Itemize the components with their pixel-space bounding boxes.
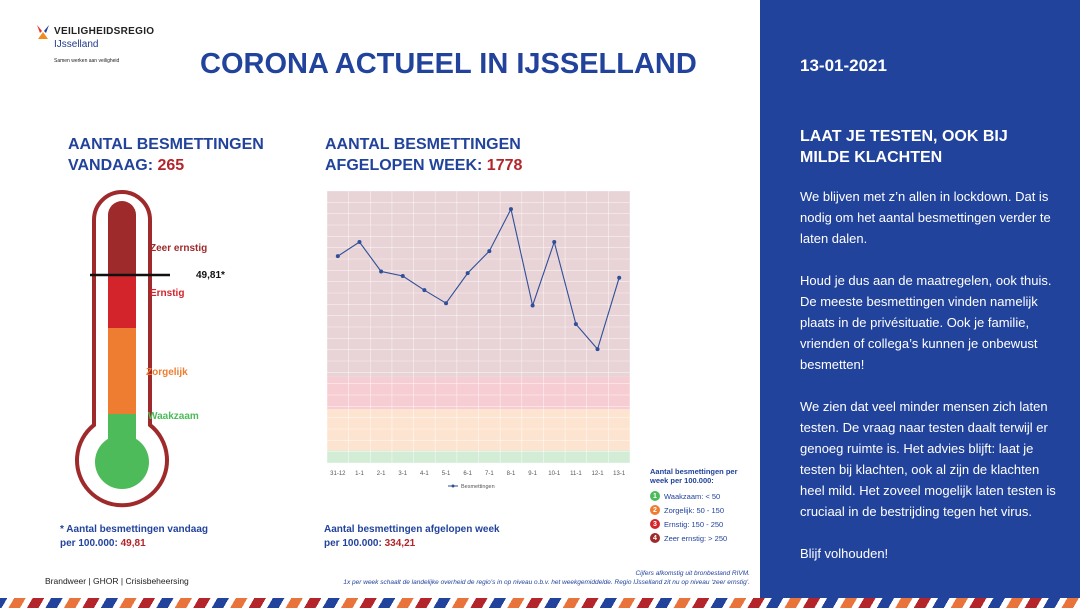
thermo-marker-label: 49,81* xyxy=(196,270,225,281)
legend-item-label: Zorgelijk: 50 - 150 xyxy=(664,505,725,515)
week-heading-line1: AANTAL BESMETTINGEN xyxy=(325,136,521,153)
legend-number-badge: 2 xyxy=(650,505,660,515)
thermometer xyxy=(60,190,198,510)
today-note-line1: * Aantal besmettingen vandaag xyxy=(60,524,208,535)
legend-item-label: Zeer ernstig: > 250 xyxy=(664,533,728,543)
chart-point xyxy=(357,240,362,244)
chart-x-tick-label: 31-12 xyxy=(330,471,346,477)
chart-point xyxy=(508,207,513,212)
chart-point xyxy=(573,322,578,327)
sidebar-text: We blijven met z’n allen in lockdown. Da… xyxy=(800,186,1062,585)
source-note: Cijfers afkomstig uit bronbestand RIVM. … xyxy=(343,569,750,587)
chart-x-tick-label: 5-1 xyxy=(442,471,451,477)
chart-x-tick-label: 6-1 xyxy=(463,471,472,477)
chart-x-tick-label: 3-1 xyxy=(398,471,407,477)
week-note-line2: per 100.000: xyxy=(324,538,382,549)
sidebar-paragraph: Houd je dus aan de maatregelen, ook thui… xyxy=(800,273,1052,372)
chart-point xyxy=(552,240,557,244)
today-heading-line1: AANTAL BESMETTINGEN xyxy=(68,136,264,153)
sidebar: 13-01-2021 LAAT JE TESTEN, OOK BIJ MILDE… xyxy=(760,0,1080,608)
sidebar-paragraph: We zien dat veel minder mensen zich late… xyxy=(800,399,1056,519)
today-note-line2: per 100.000: xyxy=(60,538,118,549)
chart-point xyxy=(400,274,405,278)
legend-title: Aantal besmettingen per week per 100.000… xyxy=(650,467,760,485)
legend-title-line2: week per 100.000: xyxy=(650,476,714,485)
chart-series-line xyxy=(337,207,620,351)
chart-point xyxy=(595,347,600,352)
thermo-level-ernstig xyxy=(108,275,136,328)
legend-item-waakzaam: 1 Waakzaam: < 50 xyxy=(650,489,760,503)
thermo-label-waakzaam: Waakzaam xyxy=(148,411,199,422)
thermo-level-zorgelijk xyxy=(108,328,136,414)
thermometer-graphic xyxy=(75,190,198,508)
chart-legend-marker xyxy=(451,484,455,488)
chart-point xyxy=(487,249,492,254)
thermo-bulb xyxy=(95,435,149,489)
week-note: Aantal besmettingen afgelopen week per 1… xyxy=(324,523,500,551)
page-title: CORONA ACTUEEL IN IJSSELLAND xyxy=(200,48,697,80)
week-value: 1778 xyxy=(486,157,523,174)
today-heading-line2: VANDAAG: xyxy=(68,157,154,174)
chart-x-tick-label: 7-1 xyxy=(485,471,494,477)
chart-point xyxy=(530,303,535,308)
legend-number-badge: 3 xyxy=(650,519,660,529)
sidebar-paragraph: We blijven met z’n allen in lockdown. Da… xyxy=(800,189,1051,246)
today-note: * Aantal besmettingen vandaag per 100.00… xyxy=(60,523,208,551)
logo-org: VEILIGHEIDSREGIO xyxy=(54,26,155,37)
chart-x-tick-label: 2-1 xyxy=(377,471,386,477)
today-heading: AANTAL BESMETTINGEN VANDAAG: 265 xyxy=(68,134,264,176)
chart-x-tick-label: 13-1 xyxy=(613,471,626,477)
footer-organisations: Brandweer | GHOR | Crisisbeheersing xyxy=(45,576,189,586)
chart-x-tick-label: 1-1 xyxy=(355,471,364,477)
week-note-value: 334,21 xyxy=(384,538,416,549)
today-note-value: 49,81 xyxy=(120,538,146,549)
chart-x-tick-label: 4-1 xyxy=(420,471,429,477)
thermo-label-zorgelijk: Zorgelijk xyxy=(146,367,188,378)
week-heading: AANTAL BESMETTINGEN AFGELOPEN WEEK: 1778 xyxy=(325,134,522,176)
sidebar-title: LAAT JE TESTEN, OOK BIJ MILDE KLACHTEN xyxy=(800,128,1008,166)
thermo-label-ernstig: Ernstig xyxy=(150,288,185,299)
today-value: 265 xyxy=(157,157,185,174)
legend-number-badge: 4 xyxy=(650,533,660,543)
source-line1: Cijfers afkomstig uit bronbestand RIVM. xyxy=(635,570,750,577)
logo-tagline: Samen werken aan veiligheid xyxy=(54,58,120,64)
chart-x-tick-label: 10-1 xyxy=(548,471,561,477)
chart-legend-label: Besmettingen xyxy=(461,484,495,490)
logo-mark-icon xyxy=(37,25,49,39)
thermo-label-zeer-ernstig: Zeer ernstig xyxy=(150,243,208,254)
chart-x-tick-label: 11-1 xyxy=(570,471,582,477)
legend-item-label: Waakzaam: < 50 xyxy=(664,491,721,501)
report-date: 13-01-2021 xyxy=(800,56,887,75)
legend-number-badge: 1 xyxy=(650,491,660,501)
chart-point xyxy=(335,254,340,259)
legend-item-zorgelijk: 2 Zorgelijk: 50 - 150 xyxy=(650,503,760,517)
chart-point xyxy=(379,269,384,274)
chart-point xyxy=(444,301,449,306)
logo-region: IJsselland xyxy=(54,39,99,50)
decorative-stripe xyxy=(0,598,1080,608)
source-line2: 1x per week schaalt de landelijke overhe… xyxy=(343,579,750,586)
legend-item-label: Ernstig: 150 - 250 xyxy=(664,519,724,529)
legend-item-zeer-ernstig: 4 Zeer ernstig: > 250 xyxy=(650,531,760,545)
week-note-line1: Aantal besmettingen afgelopen week xyxy=(324,524,500,535)
thermo-level-zeer-ernstig xyxy=(108,215,136,275)
week-heading-line2: AFGELOPEN WEEK: xyxy=(325,157,483,174)
chart-x-tick-label: 8-1 xyxy=(507,471,516,477)
chart-point xyxy=(617,275,622,280)
week-chart: 31-12 1-1 2-1 3-1 4-1 5-1 6-1 7-1 8-1 9-1 10-1 11-1… xyxy=(320,185,640,495)
chart-x-tick-label: 9-1 xyxy=(528,471,537,477)
level-legend: Aantal besmettingen per week per 100.000… xyxy=(650,467,760,545)
sidebar-paragraph: Blijf volhouden! xyxy=(800,546,889,561)
chart-x-tick-label: 12-1 xyxy=(592,471,605,477)
week-chart-svg: 31-12 1-1 2-1 3-1 4-1 5-1 6-1 7-1 8-1 9-1 10-1 11-1… xyxy=(326,190,631,490)
legend-title-line1: Aantal besmettingen per xyxy=(650,467,738,476)
chart-point xyxy=(422,288,427,293)
chart-point xyxy=(465,271,470,276)
legend-item-ernstig: 3 Ernstig: 150 - 250 xyxy=(650,517,760,531)
